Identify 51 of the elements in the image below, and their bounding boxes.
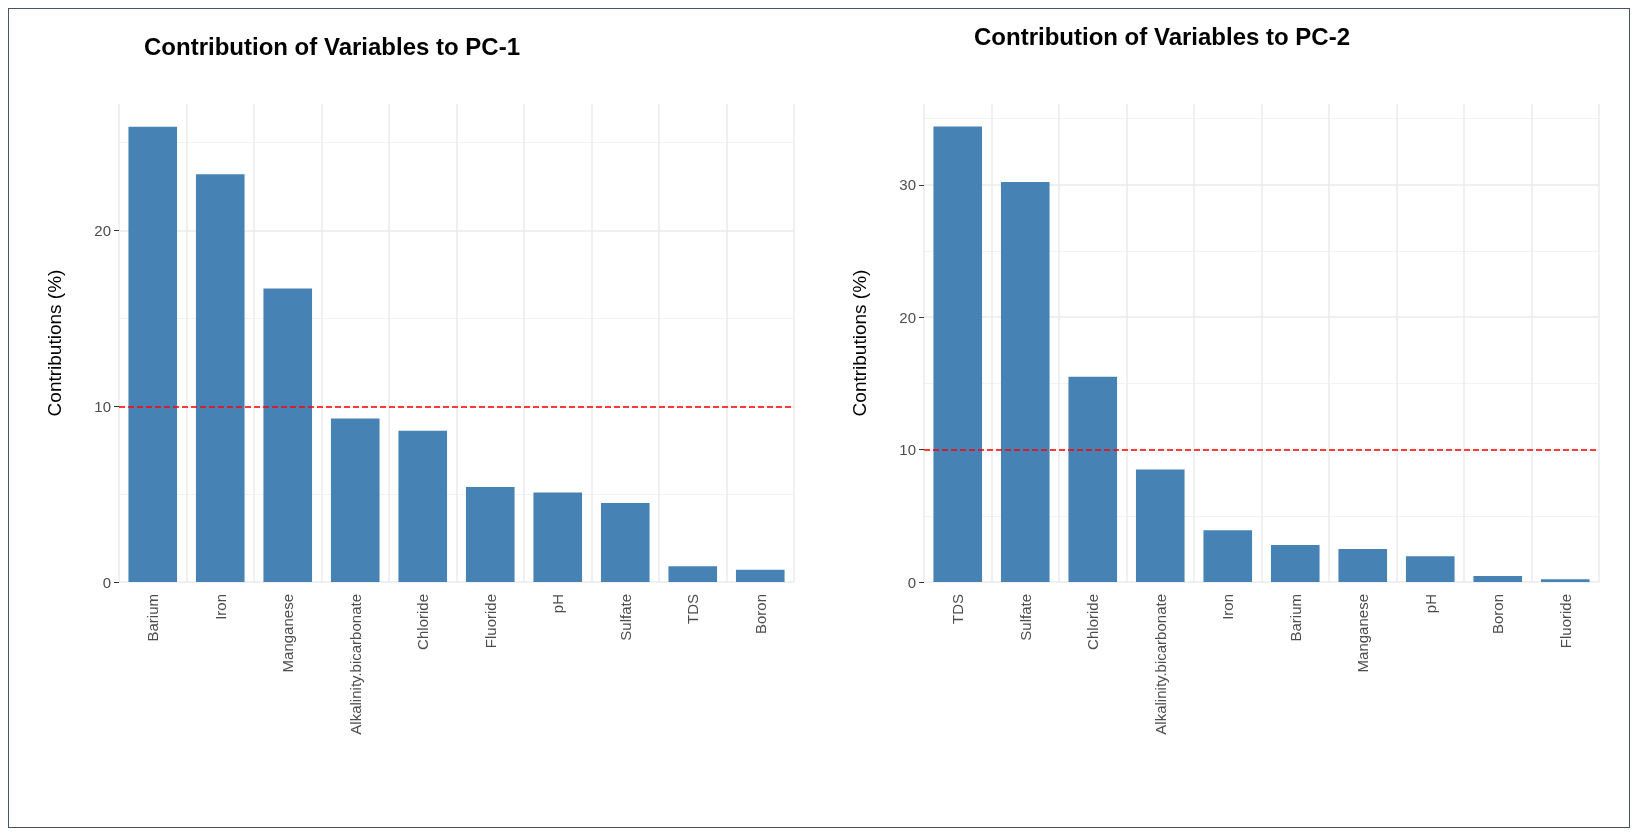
x-tick-label: Barium [144,594,162,642]
bar [195,174,245,582]
x-tick-label: Barium [1286,594,1304,642]
x-tick-label: Manganese [279,594,297,673]
x-tick-label: Alkalinity.bicarbonate [346,594,364,735]
chart-title: Contribution of Variables to PC-2 [974,22,1351,50]
y-tick-label: 10 [899,441,916,459]
x-tick-label: Chloride [414,594,432,650]
x-tick-label: Manganese [1354,594,1372,673]
bar [1000,182,1050,582]
bar [1203,530,1253,582]
bar [330,418,380,582]
bar [398,430,448,582]
x-tick-label: pH [549,594,567,614]
bar [465,487,515,582]
x-tick-label: Chloride [1084,594,1102,650]
y-tick-label: 0 [907,573,916,591]
bar [128,126,178,582]
bar [1338,548,1388,582]
bar [1540,579,1590,582]
y-tick-label: 20 [899,308,916,326]
bar [1135,469,1185,582]
x-tick-label: Sulfate [616,594,634,641]
x-tick-label: Fluoride [481,594,499,649]
x-tick-label: TDS [949,594,967,624]
y-axis-title: Contributions (%) [849,269,870,417]
y-tick-label: 30 [899,176,916,194]
bar [1270,544,1320,582]
x-tick-label: Sulfate [1016,594,1034,641]
bar [600,502,650,582]
y-axis-title: Contributions (%) [44,269,65,417]
x-tick-label: TDS [684,594,702,624]
x-tick-label: Iron [1219,594,1237,620]
x-tick-label: Boron [751,594,769,635]
x-tick-label: Boron [1489,594,1507,635]
x-tick-label: Fluoride [1556,594,1574,649]
y-tick-label: 0 [102,573,111,591]
y-tick-label: 20 [94,222,111,240]
bar [1405,556,1455,582]
x-tick-label: Alkalinity.bicarbonate [1151,594,1169,735]
y-tick-label: 10 [94,397,111,415]
bar [735,569,785,582]
bar [533,492,583,582]
bar [668,566,718,582]
bar [1473,576,1523,582]
bar [263,288,313,582]
chart-title: Contribution of Variables to PC-1 [144,32,521,60]
x-tick-label: pH [1421,594,1439,614]
bar [933,126,983,582]
x-tick-label: Iron [211,594,229,620]
bar [1068,376,1118,582]
